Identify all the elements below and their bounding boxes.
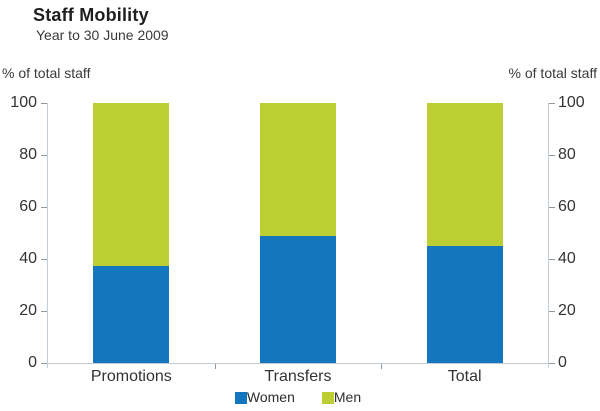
x-category-label-promotions: Promotions: [90, 368, 172, 385]
y-tick-right-80: [549, 155, 555, 156]
legend-swatch-men: [321, 391, 334, 404]
y-tick-left-0: [41, 363, 47, 364]
chart-title: Staff Mobility: [33, 5, 149, 25]
x-boundary-tick-2: [381, 364, 383, 369]
legend-label-women: Women: [246, 389, 295, 405]
y-tick-left-40: [41, 259, 47, 260]
bar-women-total: [426, 246, 503, 363]
y-tick-label-left-80: 80: [19, 146, 37, 163]
y-tick-label-left-20: 20: [19, 302, 37, 319]
bar-women-transfers: [260, 235, 336, 363]
legend: Women Men: [48, 388, 548, 406]
y-tick-label-right-20: 20: [558, 302, 576, 319]
y-tick-right-60: [549, 207, 555, 208]
y-tick-right-0: [549, 363, 555, 364]
left-axis-caption: % of total staff: [2, 65, 91, 81]
y-tick-left-80: [41, 155, 47, 156]
x-boundary-tick-1: [214, 364, 216, 369]
y-tick-label-right-100: 100: [558, 94, 585, 111]
y-tick-right-40: [549, 259, 555, 260]
legend-swatch-women: [234, 391, 247, 404]
y-tick-label-left-40: 40: [19, 250, 37, 267]
x-axis-line: [48, 363, 548, 364]
y-axis-line-left: [47, 103, 48, 368]
y-tick-label-left-0: 0: [28, 354, 37, 371]
y-tick-label-right-40: 40: [558, 250, 576, 267]
legend-item-men: Men: [321, 389, 362, 405]
y-tick-left-100: [41, 103, 47, 104]
bar-men-total: [426, 103, 503, 246]
legend-item-women: Women: [234, 389, 295, 405]
x-category-label-transfers: Transfers: [264, 368, 332, 385]
y-tick-label-left-100: 100: [10, 94, 37, 111]
y-tick-left-60: [41, 207, 47, 208]
bar-men-transfers: [260, 103, 336, 236]
bar-men-promotions: [93, 103, 170, 266]
y-tick-left-20: [41, 311, 47, 312]
x-category-label-total: Total: [447, 368, 482, 385]
y-tick-right-20: [549, 311, 555, 312]
y-tick-label-right-0: 0: [558, 354, 567, 371]
y-tick-label-left-60: 60: [19, 198, 37, 215]
legend-label-men: Men: [333, 389, 362, 405]
y-axis-line-right: [548, 103, 549, 368]
bar-women-promotions: [93, 265, 170, 363]
chart-subtitle: Year to 30 June 2009: [36, 27, 169, 43]
y-tick-right-100: [549, 103, 555, 104]
y-tick-label-right-80: 80: [558, 146, 576, 163]
y-tick-label-right-60: 60: [558, 198, 576, 215]
right-axis-caption: % of total staff: [508, 65, 597, 81]
